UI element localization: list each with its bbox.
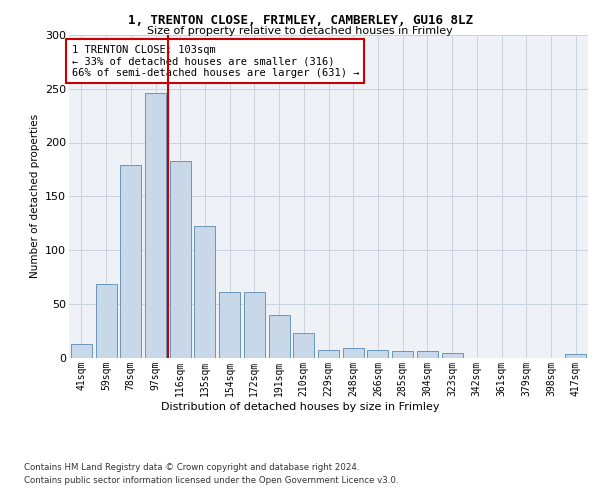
- Bar: [565, 354, 586, 358]
- Bar: [95, 284, 116, 358]
- Y-axis label: Number of detached properties: Number of detached properties: [29, 114, 40, 278]
- Text: Distribution of detached houses by size in Frimley: Distribution of detached houses by size …: [161, 402, 439, 412]
- Bar: [120, 165, 141, 358]
- Bar: [392, 351, 413, 358]
- Bar: [367, 350, 388, 358]
- Text: Size of property relative to detached houses in Frimley: Size of property relative to detached ho…: [147, 26, 453, 36]
- Bar: [194, 226, 215, 358]
- Bar: [71, 344, 92, 357]
- Text: Contains HM Land Registry data © Crown copyright and database right 2024.: Contains HM Land Registry data © Crown c…: [24, 462, 359, 471]
- Text: 1, TRENTON CLOSE, FRIMLEY, CAMBERLEY, GU16 8LZ: 1, TRENTON CLOSE, FRIMLEY, CAMBERLEY, GU…: [128, 14, 473, 27]
- Bar: [318, 350, 339, 358]
- Bar: [145, 93, 166, 357]
- Text: Contains public sector information licensed under the Open Government Licence v3: Contains public sector information licen…: [24, 476, 398, 485]
- Bar: [293, 333, 314, 357]
- Bar: [417, 351, 438, 358]
- Bar: [219, 292, 240, 358]
- Bar: [170, 161, 191, 358]
- Bar: [343, 348, 364, 358]
- Bar: [442, 353, 463, 358]
- Text: 1 TRENTON CLOSE: 103sqm
← 33% of detached houses are smaller (316)
66% of semi-d: 1 TRENTON CLOSE: 103sqm ← 33% of detache…: [71, 44, 359, 78]
- Bar: [269, 314, 290, 358]
- Bar: [244, 292, 265, 358]
